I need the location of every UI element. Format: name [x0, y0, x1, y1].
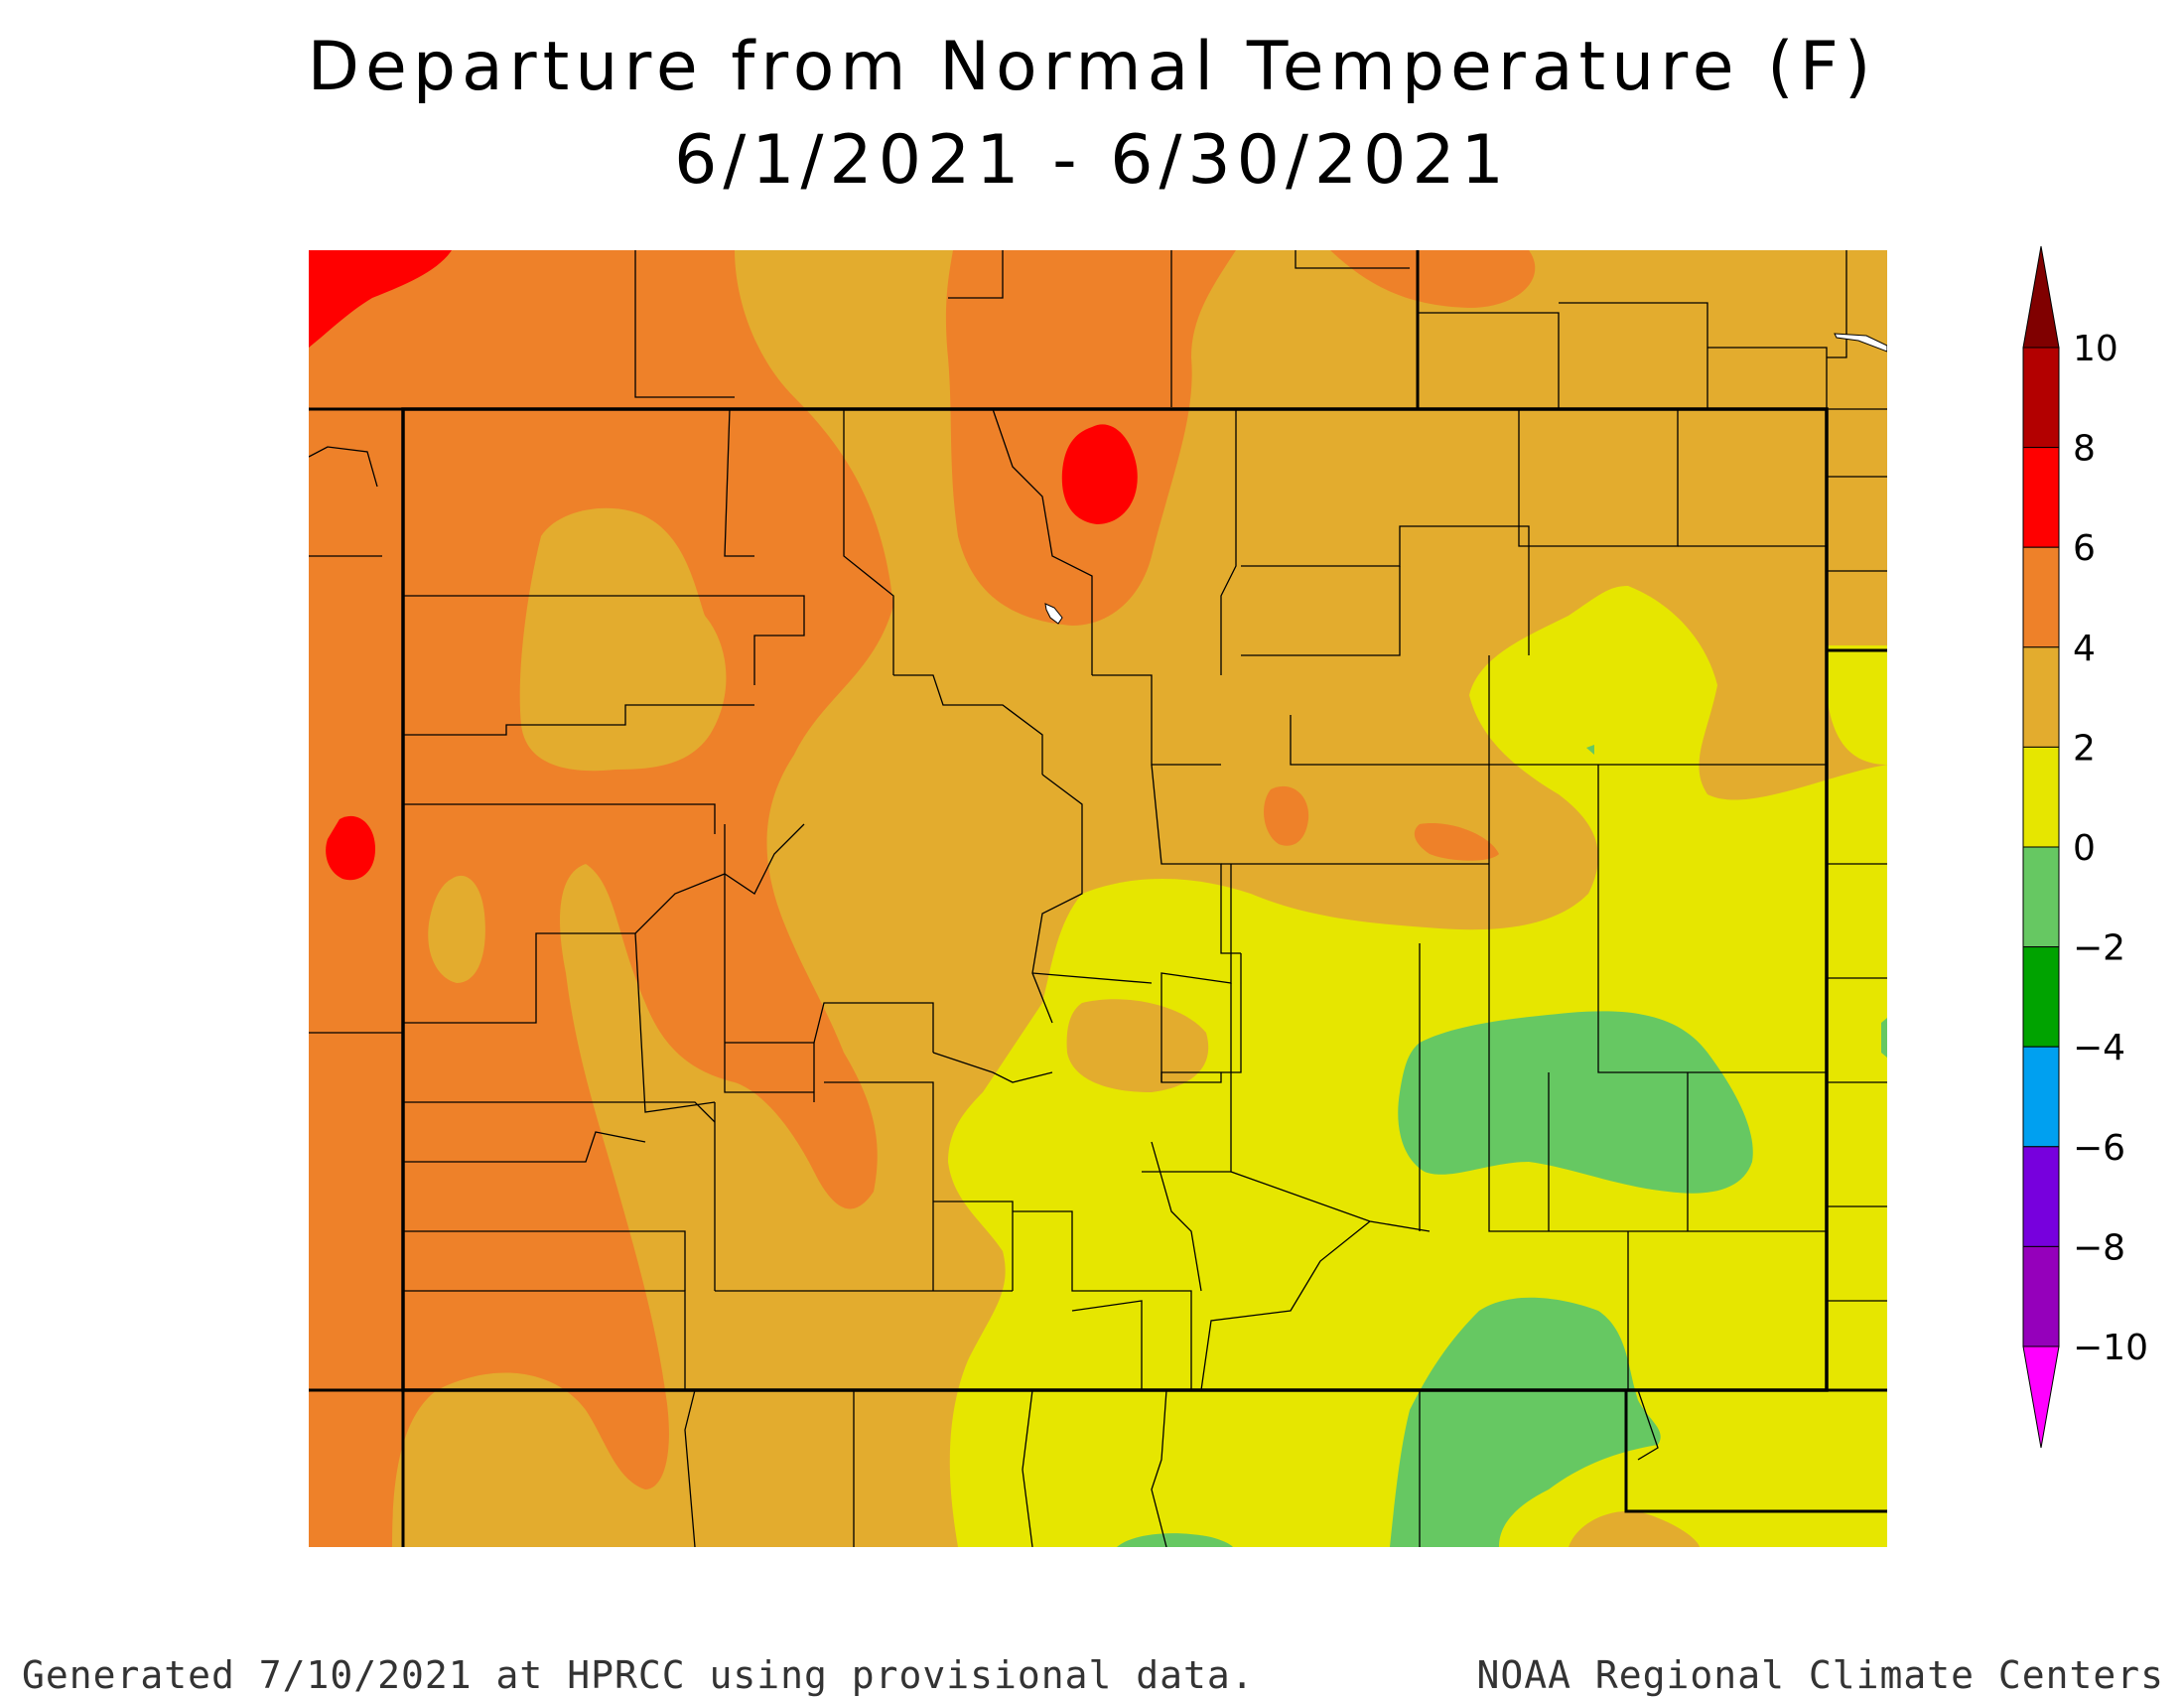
legend-bin: [2022, 447, 2060, 548]
band-6-to-8-west: [326, 815, 375, 881]
band-4-to-6-north-east: [1330, 250, 1536, 308]
legend-bin: [2022, 1046, 2060, 1148]
legend-tick-label: 2: [2073, 728, 2096, 769]
band-neg2-to-0-bottom: [1117, 1533, 1233, 1547]
legend-tick-label: −2: [2073, 928, 2125, 969]
state-boundary-ok: [1624, 1390, 1887, 1513]
legend-tick-label: 0: [2073, 828, 2096, 869]
band-neg2-to-0-spot: [1881, 1018, 1887, 1058]
band-4-to-6-west: [309, 250, 893, 1547]
map-title: Departure from Normal Temperature (F): [307, 28, 1877, 106]
lake-east-edge: [1834, 333, 1887, 353]
band-2-to-4-island-south: [1569, 1510, 1700, 1547]
legend-bin: [2022, 347, 2060, 449]
legend-tick-label: 6: [2073, 528, 2096, 569]
legend-bin: [2022, 1146, 2060, 1247]
band-neg2-to-0-south: [1390, 1297, 1661, 1547]
band-2-to-4-island-east: [1066, 999, 1209, 1092]
legend-tick-label: −10: [2073, 1328, 2148, 1368]
legend-tick-label: −8: [2073, 1227, 2125, 1268]
band-0-to-2-edge: [1827, 645, 1887, 765]
legend-bin: [2022, 646, 2060, 748]
band-4-to-6-spot-a: [1264, 785, 1309, 846]
legend-tick-label: −6: [2073, 1128, 2125, 1169]
lake-north: [1044, 603, 1063, 625]
county-lines: [309, 250, 1887, 1547]
legend-bin: [2022, 946, 2060, 1048]
map-date-range: 6/1/2021 - 6/30/2021: [674, 121, 1510, 200]
legend-below-min-triangle: [2022, 1345, 2060, 1449]
legend-tick-label: 4: [2073, 629, 2096, 669]
color-scale-legend: 10 8 6 4 2 0 −2 −4 −6 −8 −10: [2022, 245, 2148, 1449]
band-2-to-4-island-small: [428, 875, 485, 983]
band-6-to-8-north: [1061, 424, 1138, 524]
legend-bin: [2022, 1245, 2060, 1347]
generated-note: Generated 7/10/2021 at HPRCC using provi…: [22, 1653, 1255, 1697]
contour-fill-layer: [309, 250, 1887, 1547]
legend-bin: [2022, 746, 2060, 848]
source-credit: NOAA Regional Climate Centers: [1476, 1653, 2164, 1697]
legend-bin: [2022, 846, 2060, 948]
legend-tick-label: 8: [2073, 429, 2096, 470]
band-6-to-8-northwest: [309, 250, 452, 348]
legend-above-max-triangle: [2022, 245, 2060, 349]
boundary-layer: [309, 250, 1887, 1547]
band-neg2-to-0-east: [1398, 1011, 1753, 1194]
legend-tick-label: 10: [2073, 329, 2118, 369]
legend-tick-label: −4: [2073, 1028, 2125, 1068]
legend-bin: [2022, 546, 2060, 648]
band-4-to-6-spot-b: [1414, 823, 1499, 861]
band-neg2-to-0-tiny: [1586, 745, 1594, 755]
